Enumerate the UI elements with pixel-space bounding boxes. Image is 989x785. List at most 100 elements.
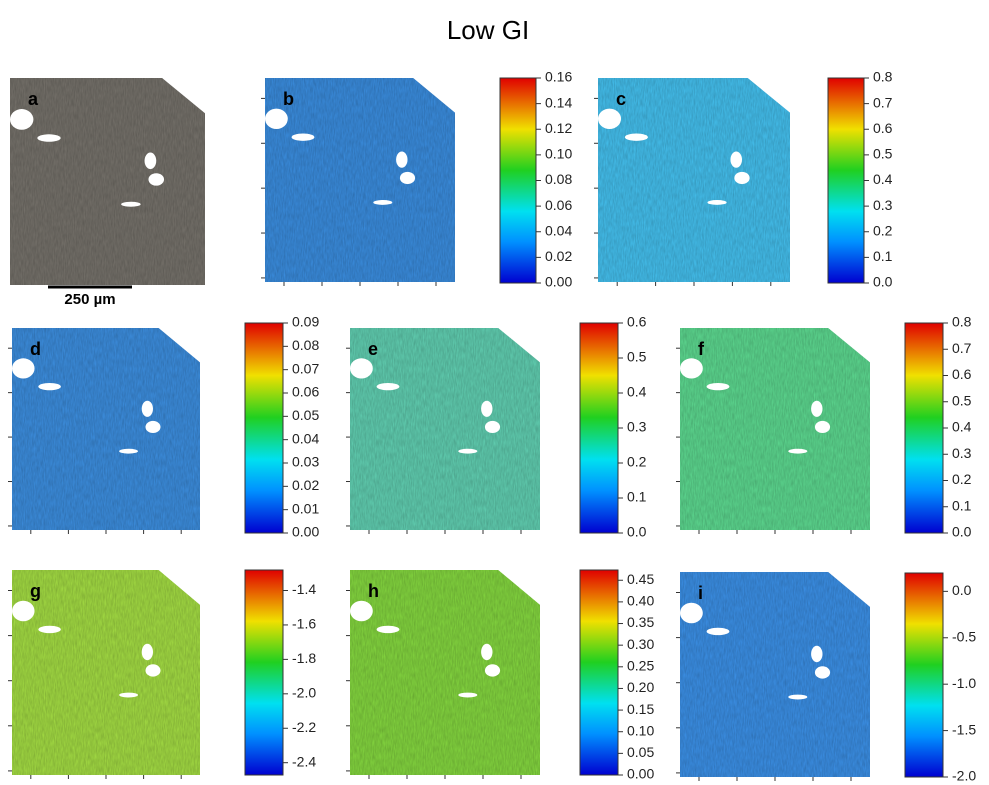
colorbar-tick-label: 0.02 bbox=[292, 477, 319, 493]
colorbar-tick-label: 0.00 bbox=[292, 524, 319, 540]
void bbox=[145, 420, 161, 434]
void bbox=[158, 328, 200, 363]
colorbar-tick-label: 0.25 bbox=[627, 658, 654, 674]
void bbox=[481, 643, 493, 661]
void bbox=[814, 420, 831, 434]
map-texture bbox=[12, 570, 200, 775]
void bbox=[376, 625, 400, 634]
colorbar-tick-label: 0.5 bbox=[952, 392, 972, 408]
void bbox=[734, 171, 750, 185]
void bbox=[38, 382, 61, 391]
void bbox=[376, 382, 400, 391]
colorbar-tick-label: 0.6 bbox=[627, 314, 647, 330]
colorbar bbox=[827, 77, 865, 284]
panel-label: i bbox=[698, 583, 703, 603]
void bbox=[141, 643, 153, 661]
void bbox=[706, 627, 730, 636]
void bbox=[12, 600, 35, 622]
void bbox=[706, 382, 730, 391]
void bbox=[624, 133, 648, 141]
void bbox=[484, 420, 501, 434]
map-texture bbox=[12, 328, 200, 530]
colorbar-tick-label: 0.3 bbox=[873, 197, 893, 213]
void bbox=[399, 171, 416, 185]
colorbar-tick-label: 0.1 bbox=[952, 497, 972, 513]
colorbar-tick-label: -1.0 bbox=[952, 675, 976, 691]
colorbar-tick-label: 0.7 bbox=[873, 94, 893, 110]
colorbar-tick-label: 0.06 bbox=[545, 197, 572, 213]
colorbar-tick-label: 0.20 bbox=[627, 679, 654, 695]
void bbox=[458, 448, 478, 454]
panel-label: d bbox=[30, 339, 41, 359]
colorbar-tick-label: -0.5 bbox=[952, 628, 976, 644]
colorbar-tick-label: 0.35 bbox=[627, 614, 654, 630]
panel-label: e bbox=[368, 339, 378, 359]
void bbox=[680, 358, 703, 379]
void bbox=[396, 151, 408, 168]
map-texture bbox=[265, 78, 455, 282]
colorbar-tick-label: 0.1 bbox=[873, 248, 893, 264]
colorbar-tick-label: -2.2 bbox=[292, 719, 316, 735]
colorbar-tick-label: 0.0 bbox=[873, 274, 893, 290]
map-texture bbox=[350, 570, 540, 775]
void bbox=[121, 201, 141, 207]
void bbox=[38, 625, 61, 634]
colorbar-tick-label: 0.16 bbox=[545, 69, 572, 85]
map-texture bbox=[680, 572, 870, 777]
colorbar-tick-label: 0.5 bbox=[873, 146, 893, 162]
colorbar-tick-label: 0.0 bbox=[952, 582, 972, 598]
void bbox=[788, 448, 808, 454]
colorbar-tick-label: 0.02 bbox=[545, 248, 572, 264]
void bbox=[413, 78, 455, 113]
void bbox=[12, 358, 35, 379]
colorbar bbox=[579, 322, 619, 534]
colorbar-tick-label: 0.4 bbox=[873, 171, 893, 187]
void bbox=[598, 108, 622, 129]
void bbox=[811, 400, 823, 417]
figure-title: Low GI bbox=[447, 15, 529, 45]
colorbar-tick-label: 0.4 bbox=[627, 384, 647, 400]
colorbar bbox=[244, 322, 284, 534]
colorbar-tick-label: 0.8 bbox=[873, 69, 893, 85]
void bbox=[291, 133, 315, 141]
void bbox=[119, 448, 138, 454]
colorbar-tick-label: 0.40 bbox=[627, 593, 654, 609]
colorbar-tick-label: 0.6 bbox=[873, 120, 893, 136]
void bbox=[158, 570, 200, 605]
void bbox=[481, 400, 493, 417]
map-texture bbox=[680, 328, 870, 530]
colorbar-tick-label: 0.30 bbox=[627, 636, 654, 652]
colorbar-tick-label: 0.06 bbox=[292, 384, 319, 400]
panel-label: h bbox=[368, 581, 379, 601]
colorbar-tick-label: 0.2 bbox=[873, 222, 893, 238]
colorbar-tick-label: -1.5 bbox=[952, 721, 976, 737]
colorbar-tick-label: -2.4 bbox=[292, 753, 316, 769]
map-texture bbox=[598, 78, 790, 282]
void bbox=[484, 664, 501, 677]
colorbar-tick-label: 0.3 bbox=[952, 445, 972, 461]
colorbar-tick-label: 0.04 bbox=[545, 222, 572, 238]
colorbar-tick-label: 0.1 bbox=[627, 489, 647, 505]
colorbar-tick-label: -2.0 bbox=[292, 685, 316, 701]
colorbar-tick-label: 0.01 bbox=[292, 500, 319, 516]
colorbar-tick-label: -1.4 bbox=[292, 581, 316, 597]
colorbar-tick-label: 0.14 bbox=[545, 94, 572, 110]
void bbox=[148, 173, 165, 186]
void bbox=[119, 692, 138, 698]
colorbar-tick-label: 0.08 bbox=[545, 171, 572, 187]
colorbar-tick-label: 0.2 bbox=[952, 471, 972, 487]
colorbar-tick-label: 0.04 bbox=[292, 430, 319, 446]
void bbox=[350, 358, 373, 379]
colorbar-tick-label: 0.00 bbox=[545, 274, 572, 290]
panel-label: f bbox=[698, 339, 705, 359]
void bbox=[811, 645, 823, 663]
colorbar bbox=[499, 77, 537, 284]
colorbar-tick-label: 0.07 bbox=[292, 360, 319, 376]
void bbox=[828, 328, 870, 363]
void bbox=[458, 692, 478, 698]
void bbox=[707, 199, 727, 205]
panel-label: b bbox=[283, 89, 294, 109]
void bbox=[747, 78, 790, 113]
void bbox=[814, 666, 831, 679]
